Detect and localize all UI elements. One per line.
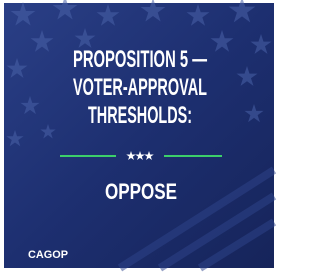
title-line: THRESHOLDS:: [88, 102, 192, 129]
title-line: PROPOSITION 5 —: [73, 46, 207, 73]
page: {"title": {"lines": ["PROPOSITION 5 —", …: [0, 0, 320, 273]
title-line: VOTER-APPROVAL: [73, 74, 207, 101]
graphic: PROPOSITION 5 — VOTER-APPROVAL THRESHOLD…: [0, 0, 280, 273]
stance: OPPOSE: [105, 179, 177, 204]
logo: CAGOP: [28, 249, 68, 261]
